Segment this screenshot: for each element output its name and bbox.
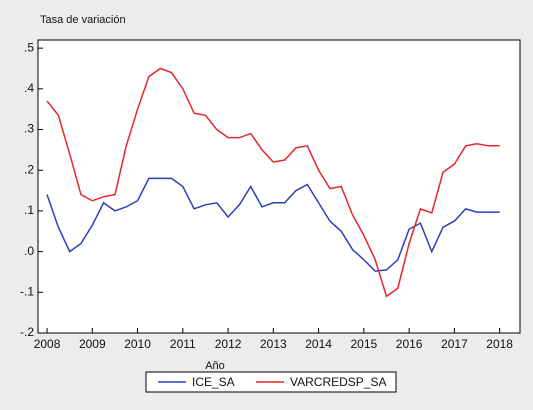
x-tick-label: 2008 [34, 337, 61, 351]
x-tick-label: 2017 [441, 337, 468, 351]
y-tick-label: .4 [24, 81, 34, 95]
x-tick-label: 2016 [396, 337, 423, 351]
x-tick-label: 2013 [260, 337, 287, 351]
x-tick-label: 2018 [486, 337, 513, 351]
legend-label: ICE_SA [192, 375, 235, 389]
x-tick-label: 2015 [351, 337, 378, 351]
y-tick-label: .1 [24, 203, 34, 217]
plot-area [37, 39, 521, 334]
x-axis-label: Año [205, 360, 225, 372]
y-tick-label: .2 [24, 162, 34, 176]
y-tick-label: .3 [24, 122, 34, 136]
y-tick-label: .0 [24, 244, 34, 258]
x-tick-label: 2011 [170, 337, 196, 351]
legend-label: VARCREDSP_SA [290, 375, 386, 389]
x-tick-label: 2014 [305, 337, 332, 351]
x-tick-label: 2009 [79, 337, 106, 351]
chart-title: Tasa de variación [40, 14, 126, 26]
y-tick-label: -.2 [20, 325, 34, 339]
x-tick-label: 2010 [124, 337, 151, 351]
y-tick-label: .5 [24, 40, 34, 54]
x-tick-label: 2012 [215, 337, 242, 351]
series-line [46, 67, 500, 298]
series-line [46, 177, 500, 272]
y-tick-label: -.1 [20, 284, 34, 298]
